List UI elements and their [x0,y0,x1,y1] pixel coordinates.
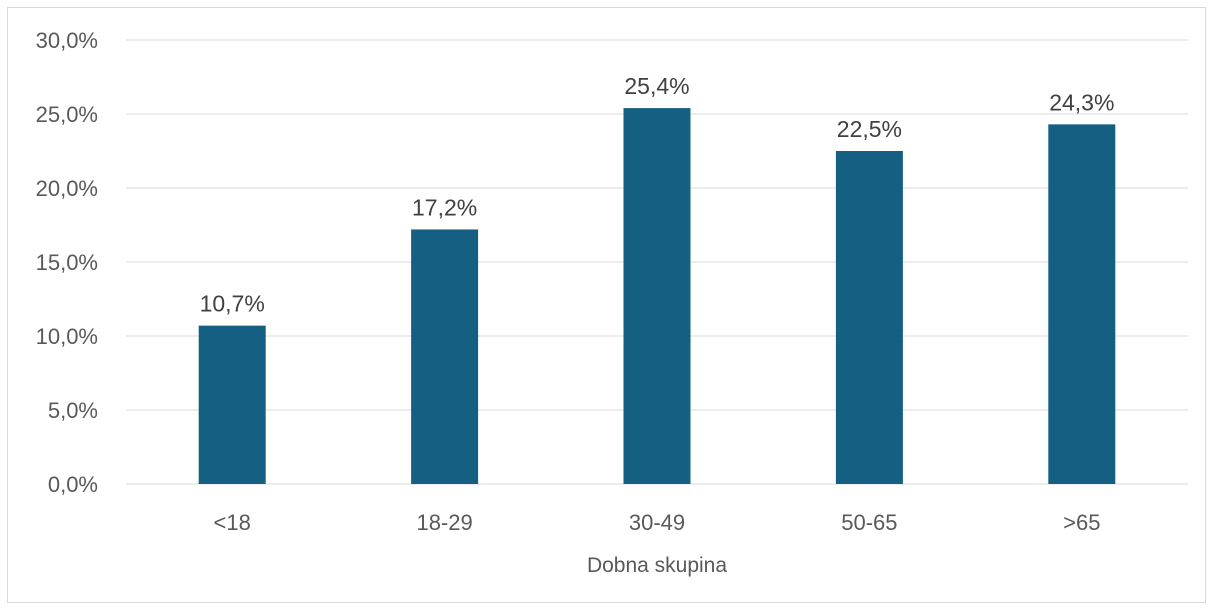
y-axis-tick-labels: 0,0% 5,0% 10,0% 15,0% 20,0% 25,0% 30,0% [36,28,98,497]
x-tick-label: >65 [1063,510,1100,535]
x-axis-tick-labels: <18 18-29 30-49 50-65 >65 [214,510,1101,535]
chart-frame [7,7,1206,603]
bar [198,325,266,484]
data-labels: 10,7% 17,2% 25,4% 22,5% 24,3% [200,73,1115,317]
x-axis-title: Dobna skupina [587,554,727,577]
bar [835,151,903,484]
x-tick-label: <18 [214,510,251,535]
y-tick-label: 25,0% [36,102,98,127]
x-tick-label: 18-29 [416,510,472,535]
bar-value-label: 17,2% [412,194,477,220]
y-tick-label: 5,0% [48,398,98,423]
bar [411,229,479,484]
y-tick-label: 10,0% [36,324,98,349]
bar-value-label: 10,7% [200,291,265,317]
y-tick-label: 20,0% [36,176,98,201]
x-tick-label: 50-65 [841,510,897,535]
y-tick-label: 0,0% [48,472,98,497]
y-tick-label: 30,0% [36,28,98,53]
bar-value-label: 22,5% [837,116,902,142]
bar-value-label: 24,3% [1049,89,1114,115]
bars [198,108,1116,485]
x-tick-label: 30-49 [629,510,685,535]
y-tick-label: 15,0% [36,250,98,275]
bar [1048,124,1116,485]
bar-value-label: 25,4% [624,73,689,99]
bar [623,108,691,484]
